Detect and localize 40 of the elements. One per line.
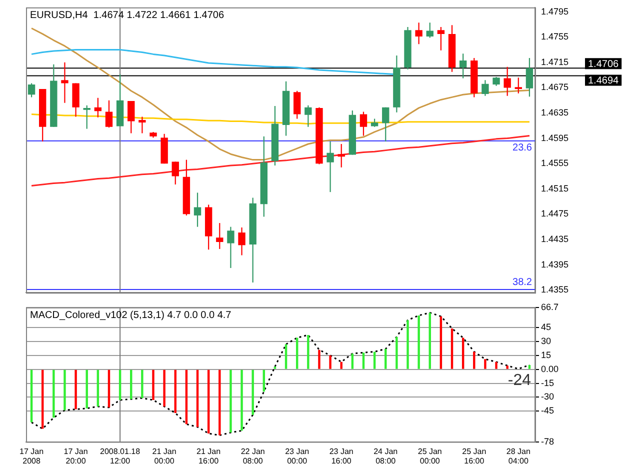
- y-tick-label: -45: [541, 406, 554, 416]
- annotation: 38.2: [512, 277, 532, 288]
- ref-line-label: 1.4706: [588, 58, 620, 70]
- y-tick-label: -78: [541, 436, 554, 446]
- chart-title: MACD_Colored_v102 (5,13,1) 4.7 0.0 0.0 4.7: [30, 310, 232, 322]
- x-tick-label: 23 Jan 00:00: [285, 446, 310, 466]
- x-tick-label: 22 Jan 08:00: [240, 446, 265, 466]
- y-tick-label: 1.4515: [541, 183, 569, 194]
- y-tick-label: 1.4435: [541, 234, 569, 244]
- y-tick-label: 15: [541, 350, 552, 360]
- y-tick-label: 1.4675: [541, 82, 569, 92]
- y-tick-label: 1.4795: [541, 6, 569, 16]
- x-tick-label: 17 Jan 20:00: [64, 446, 88, 466]
- y-tick-label: 0.00: [541, 364, 559, 374]
- annotation: -24: [508, 372, 532, 389]
- y-tick-label: 30: [541, 336, 552, 346]
- y-tick-label: 1.4755: [541, 32, 569, 42]
- y-tick-label: 1.4635: [541, 107, 569, 118]
- x-tick-label: 21 Jan 00:00: [152, 446, 176, 466]
- y-tick-label: -30: [541, 392, 554, 402]
- x-tick-label: 25 Jan 16:00: [462, 446, 486, 466]
- x-tick-label: 28 Jan 04:00: [506, 446, 530, 466]
- chart-title: EURUSD,H4 1.4674 1.4722 1.4661 1.4706: [30, 10, 224, 22]
- y-tick-label: 1.4475: [541, 208, 569, 219]
- y-tick-label: -15: [541, 378, 554, 388]
- x-tick-label: 21 Jan 16:00: [196, 446, 221, 466]
- y-tick-label: 45: [541, 322, 552, 332]
- x-tick-label: 23 Jan 16:00: [329, 446, 354, 466]
- y-tick-label: 1.4715: [541, 56, 569, 67]
- y-tick-label: 1.4355: [541, 284, 569, 295]
- y-tick-label: 1.4595: [541, 132, 569, 143]
- y-tick-label: 1.4395: [541, 259, 569, 270]
- x-tick-label: 2008.01.18 12:00: [100, 446, 141, 466]
- annotation: 23.6: [512, 142, 532, 154]
- x-tick-label: 25 Jan 00:00: [418, 446, 442, 466]
- y-tick-label: 66.7: [541, 302, 559, 312]
- ref-line-label: 1.4694: [588, 75, 620, 86]
- x-tick-label: 17 Jan 2008: [20, 446, 44, 466]
- x-tick-label: 24 Jan 08:00: [374, 446, 398, 466]
- y-tick-label: 1.4555: [541, 158, 569, 168]
